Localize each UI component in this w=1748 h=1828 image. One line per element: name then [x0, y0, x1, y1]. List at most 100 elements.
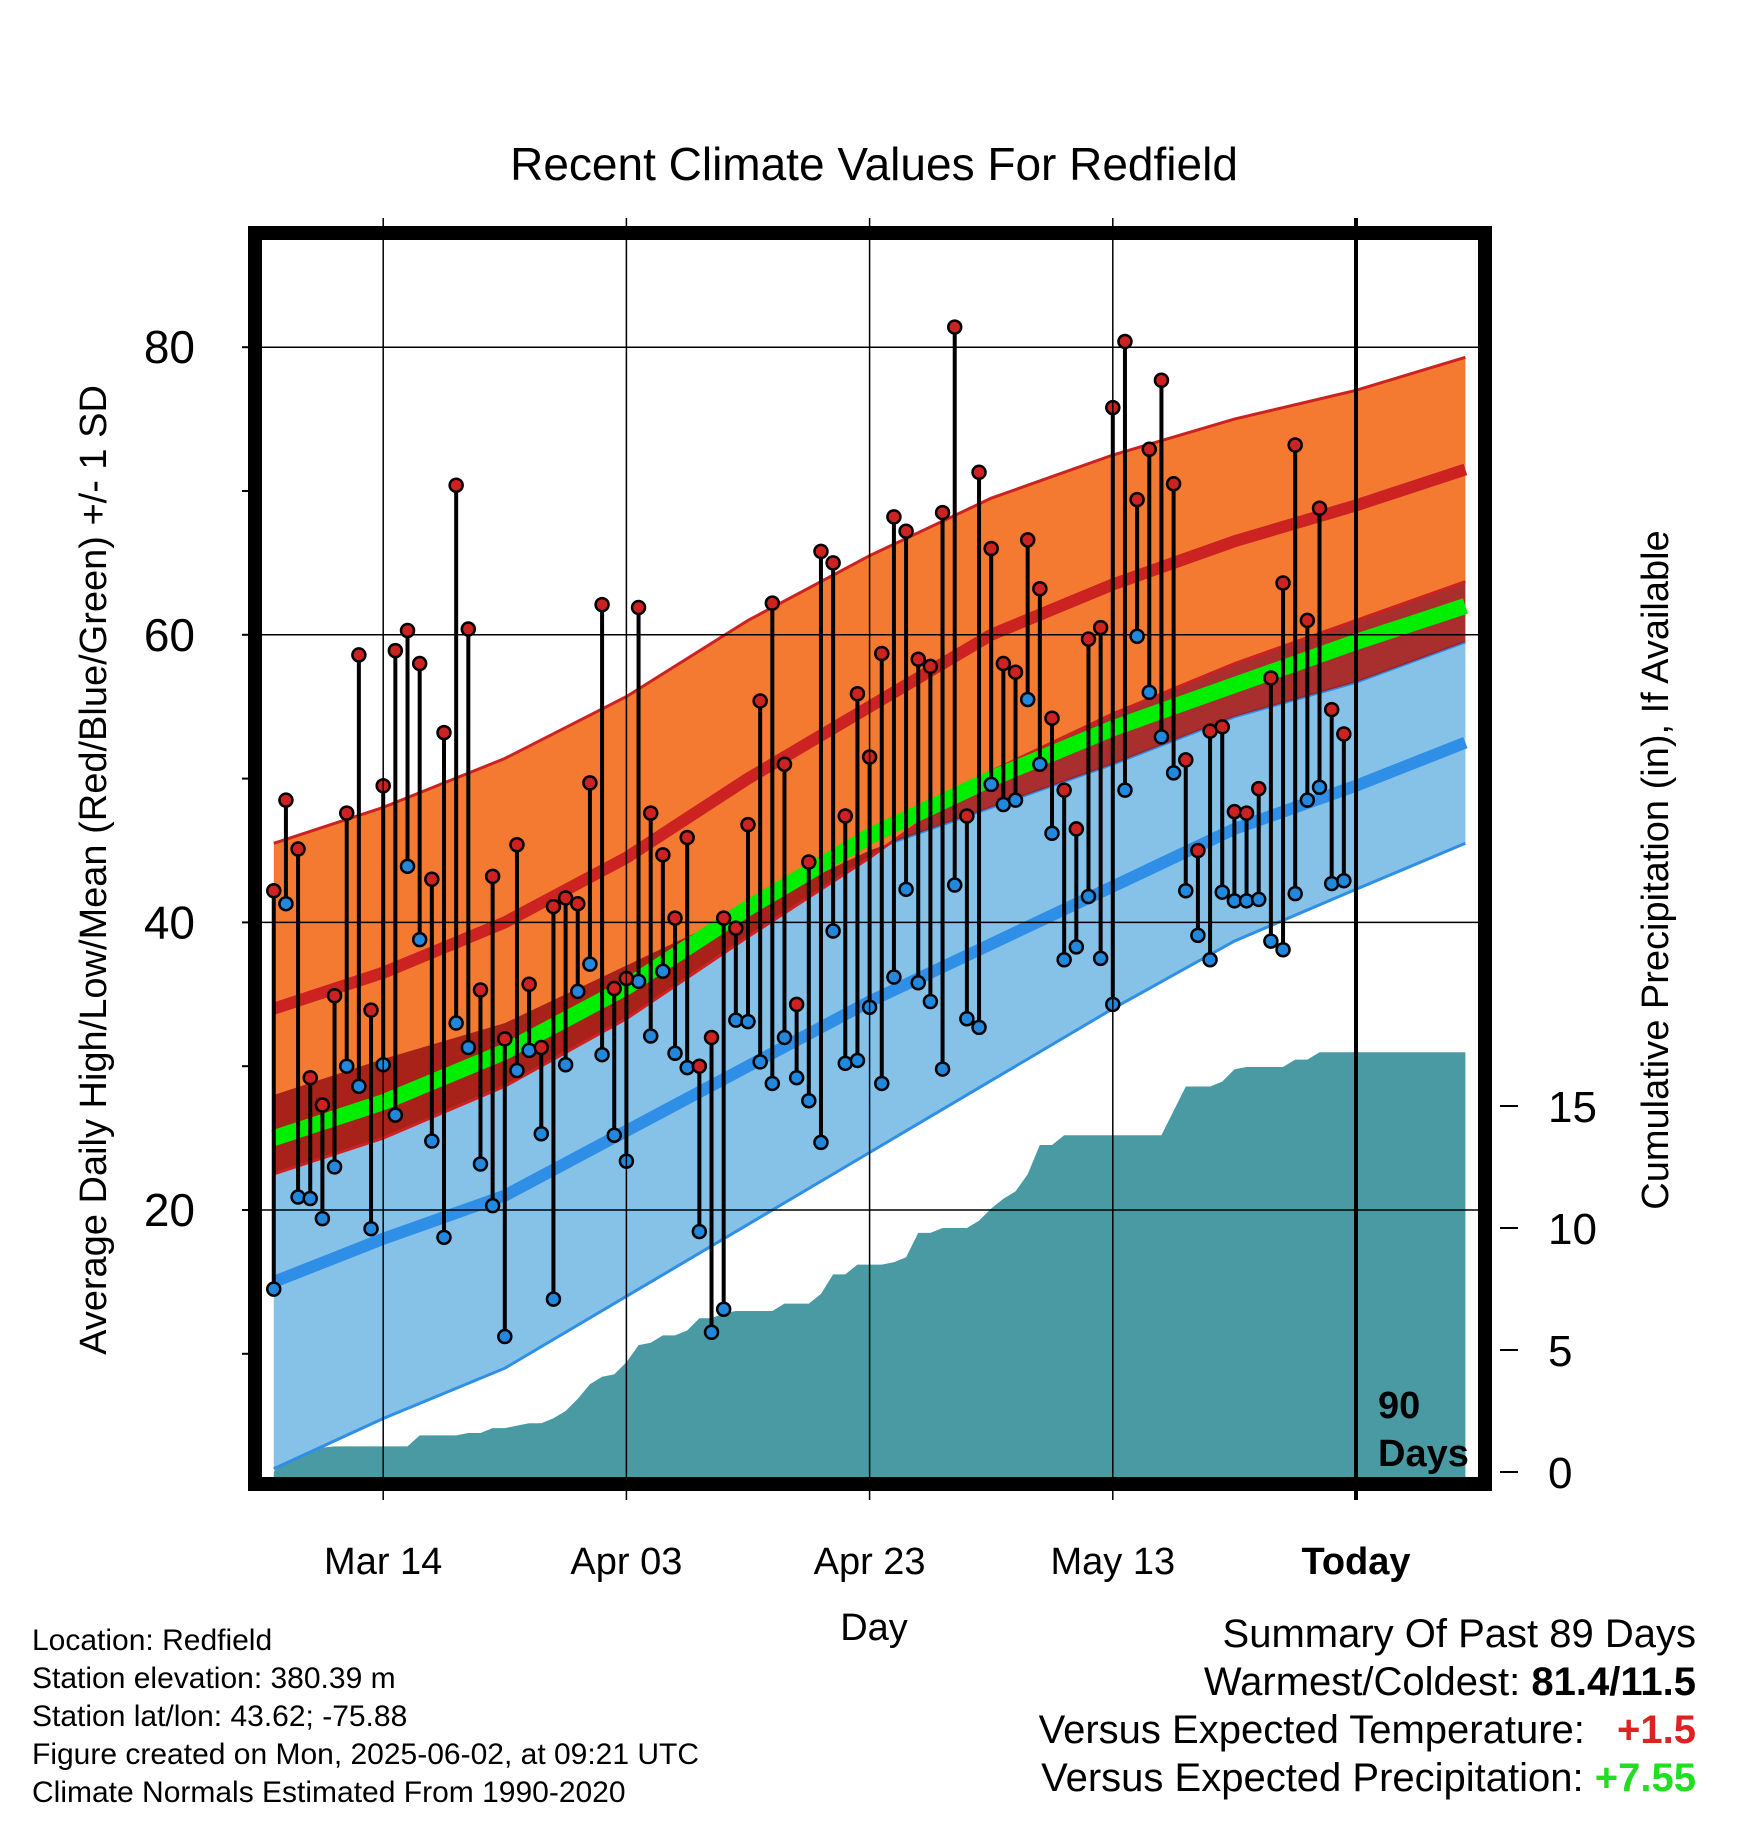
low-point — [326, 1159, 343, 1175]
low-point — [582, 956, 598, 972]
high-point — [946, 319, 963, 335]
high-point — [436, 724, 452, 741]
low-point — [1092, 950, 1109, 967]
high-point — [1263, 670, 1279, 686]
high-point — [1117, 333, 1133, 350]
y-tick-label-left: 40 — [144, 896, 195, 948]
high-point — [764, 595, 781, 611]
low-point — [460, 1039, 477, 1056]
low-point — [667, 1045, 683, 1062]
high-point — [801, 854, 817, 870]
high-point — [667, 910, 683, 926]
high-point — [399, 622, 416, 639]
high-point — [728, 920, 744, 936]
low-point — [1080, 888, 1097, 905]
high-point — [363, 1002, 379, 1018]
high-point — [326, 987, 343, 1004]
plot-frame — [248, 226, 1492, 1491]
high-point — [387, 642, 404, 659]
low-point — [740, 1013, 756, 1030]
x-tick-label: May 13 — [1050, 1541, 1175, 1583]
low-point — [594, 1046, 610, 1063]
low-point — [1153, 729, 1170, 745]
low-point — [630, 973, 647, 990]
high-point — [570, 895, 586, 912]
low-point — [1263, 933, 1279, 949]
low-point — [655, 963, 671, 980]
high-point — [1214, 719, 1230, 735]
high-point — [874, 645, 890, 662]
low-point — [837, 1055, 854, 1072]
low-point — [910, 975, 926, 991]
high-point — [1092, 619, 1109, 636]
low-point — [1129, 628, 1145, 644]
high-point — [691, 1058, 708, 1074]
x-axis-label: Day — [840, 1607, 908, 1649]
high-point — [630, 599, 647, 616]
low-point — [1056, 952, 1072, 968]
high-point — [448, 477, 464, 493]
high-point — [1153, 372, 1170, 389]
low-point — [776, 1029, 793, 1046]
low-point — [813, 1134, 829, 1151]
y-tick-label-right: 10 — [1548, 1205, 1597, 1254]
created-text: Figure created on Mon, 2025-06-02, at 09… — [32, 1738, 700, 1771]
high-point — [1275, 575, 1291, 591]
high-point — [290, 841, 306, 857]
high-point — [655, 847, 671, 863]
high-point — [278, 792, 294, 808]
high-point — [642, 805, 659, 821]
low-point — [424, 1133, 440, 1149]
low-point — [971, 1019, 987, 1036]
low-point — [788, 1069, 805, 1086]
low-point — [1141, 684, 1158, 701]
x-tick-label: Apr 03 — [570, 1541, 682, 1583]
high-point — [1129, 491, 1145, 508]
high-point — [521, 976, 537, 992]
high-point — [545, 898, 562, 915]
x-tick-label: Today — [1301, 1541, 1410, 1583]
low-point — [642, 1028, 659, 1044]
high-point — [825, 555, 841, 571]
high-point — [922, 658, 939, 675]
high-point — [1287, 437, 1303, 453]
low-point — [1287, 885, 1303, 902]
low-point — [1178, 883, 1194, 899]
low-point — [1214, 884, 1230, 900]
low-point — [874, 1075, 890, 1092]
high-point — [1323, 701, 1340, 718]
high-point — [266, 883, 282, 899]
high-point — [1032, 581, 1048, 597]
low-point — [946, 877, 963, 893]
high-point — [983, 540, 999, 557]
temp-value: +1.5 — [1617, 1708, 1696, 1752]
low-point — [399, 858, 416, 875]
high-point — [1019, 532, 1036, 548]
low-point — [1068, 939, 1085, 955]
low-point — [314, 1210, 331, 1227]
low-point — [545, 1291, 562, 1307]
x-tick-label: Mar 14 — [324, 1541, 442, 1583]
summary-panel: Summary Of Past 89 Days Warmest/Coldest:… — [1039, 1610, 1696, 1802]
high-point — [1190, 842, 1206, 859]
overlap-band — [273, 581, 1466, 1174]
low-point — [302, 1190, 318, 1207]
temp-label: Versus Expected Temperature: — [1038, 1708, 1585, 1752]
high-point — [752, 693, 768, 709]
high-point — [1080, 631, 1097, 647]
low-point — [922, 993, 939, 1010]
low-point — [411, 931, 428, 948]
low-point — [521, 1042, 537, 1059]
low-point — [533, 1126, 550, 1142]
high-point — [302, 1069, 318, 1086]
station-info: Location: Redfield Station elevation: 38… — [32, 1622, 699, 1812]
low-point — [278, 895, 294, 912]
x-tick-label: Apr 23 — [814, 1541, 926, 1583]
high-point — [849, 686, 866, 702]
y-tick-label-left: 20 — [144, 1184, 195, 1236]
high-point — [886, 509, 902, 525]
high-point — [971, 464, 987, 481]
low-point — [448, 1015, 464, 1031]
low-point — [1336, 872, 1352, 889]
